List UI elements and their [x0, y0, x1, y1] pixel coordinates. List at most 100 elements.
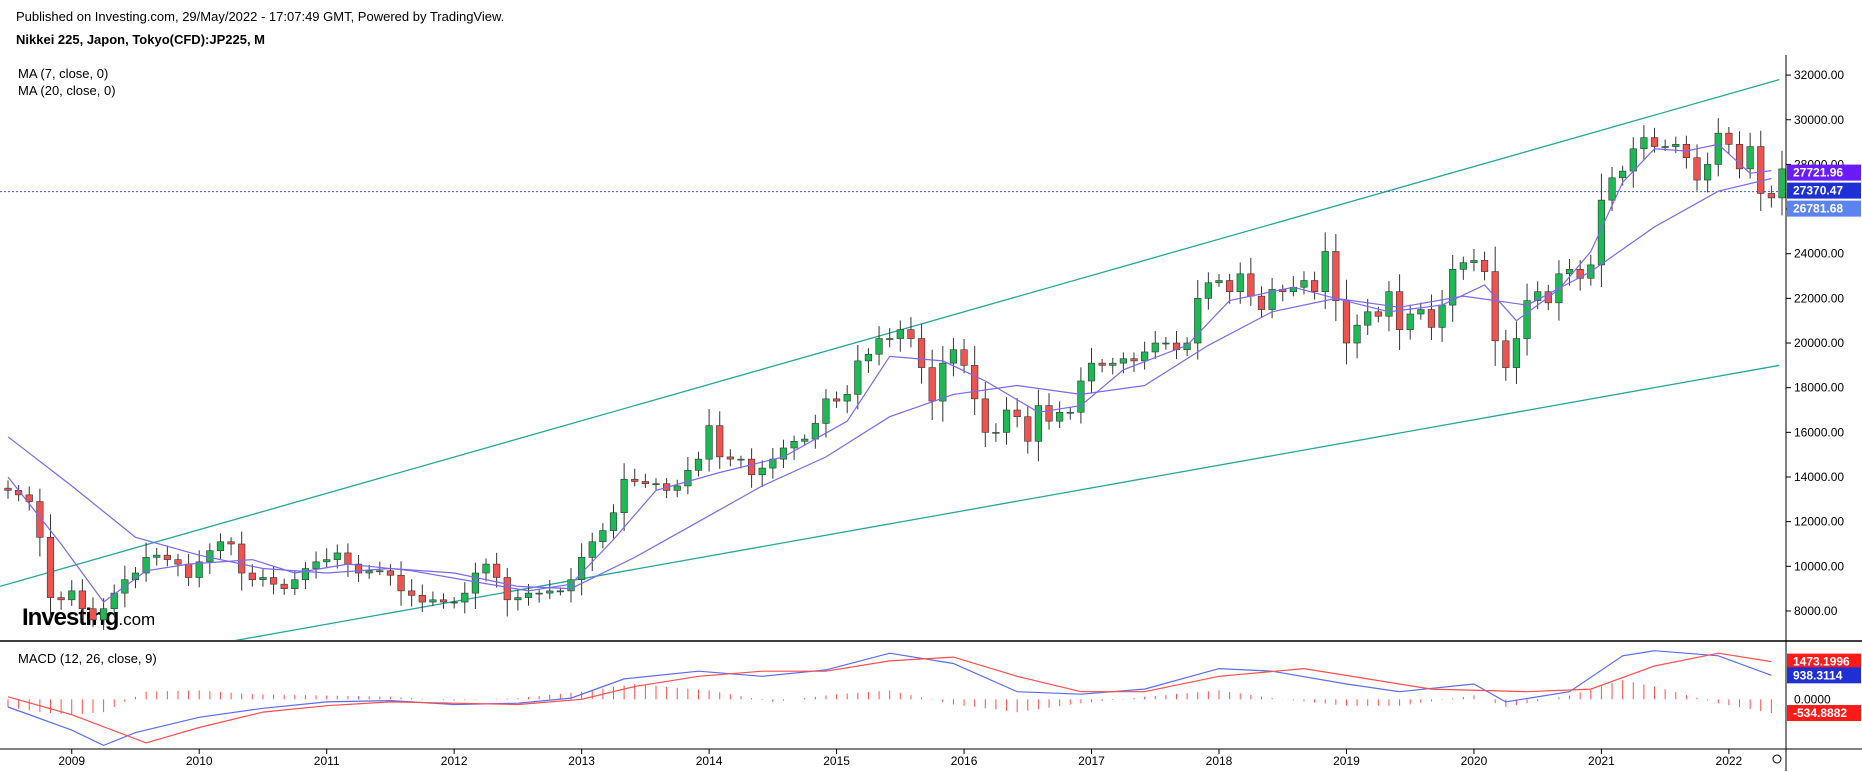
- candle-body[interactable]: [280, 583, 288, 589]
- candle-body[interactable]: [535, 592, 543, 595]
- candle-body[interactable]: [269, 577, 278, 585]
- candle-body[interactable]: [4, 487, 12, 491]
- candle-body[interactable]: [1162, 342, 1170, 345]
- candle-body[interactable]: [886, 338, 894, 340]
- candle-body[interactable]: [482, 563, 490, 574]
- candle-body[interactable]: [1194, 298, 1202, 344]
- candle-body[interactable]: [174, 559, 182, 565]
- candle-body[interactable]: [301, 568, 310, 581]
- candle-body[interactable]: [1130, 358, 1138, 362]
- candle-body[interactable]: [1077, 380, 1085, 413]
- candle-body[interactable]: [981, 398, 989, 433]
- candle-body[interactable]: [790, 440, 798, 449]
- candle-body[interactable]: [1778, 168, 1786, 199]
- candle-body[interactable]: [822, 398, 830, 424]
- candle-body[interactable]: [747, 458, 756, 476]
- candle-body[interactable]: [1629, 148, 1637, 172]
- candle-body[interactable]: [779, 447, 788, 460]
- candle-body[interactable]: [1406, 313, 1414, 330]
- candle-body[interactable]: [1693, 157, 1701, 181]
- candle-body[interactable]: [1098, 362, 1106, 366]
- candle-body[interactable]: [1300, 280, 1308, 288]
- candle-body[interactable]: [514, 597, 522, 601]
- candle-body[interactable]: [1109, 362, 1117, 366]
- candle-body[interactable]: [641, 481, 649, 485]
- candle-body[interactable]: [673, 485, 681, 491]
- candle-body[interactable]: [1438, 304, 1446, 328]
- candle-body[interactable]: [1119, 358, 1127, 364]
- candle-body[interactable]: [737, 458, 745, 461]
- candle-body[interactable]: [1714, 132, 1722, 165]
- candle-body[interactable]: [1534, 291, 1542, 301]
- candle-body[interactable]: [896, 329, 904, 339]
- candle-body[interactable]: [1502, 340, 1510, 368]
- candle-body[interactable]: [960, 349, 968, 366]
- candle-body[interactable]: [1374, 311, 1382, 317]
- candle-body[interactable]: [1385, 291, 1393, 317]
- candle-body[interactable]: [1576, 269, 1584, 279]
- candle-body[interactable]: [1672, 144, 1680, 147]
- ma7-legend[interactable]: MA (7, close, 0): [18, 66, 109, 81]
- candle-body[interactable]: [142, 557, 150, 574]
- candle-body[interactable]: [471, 572, 479, 594]
- candle-body[interactable]: [36, 501, 44, 538]
- candle-body[interactable]: [1512, 338, 1521, 368]
- candle-body[interactable]: [1268, 289, 1276, 310]
- candle-body[interactable]: [875, 338, 883, 355]
- candle-body[interactable]: [1002, 409, 1011, 433]
- candle-body[interactable]: [1459, 262, 1467, 270]
- candle-body[interactable]: [248, 572, 256, 581]
- candle-body[interactable]: [1141, 351, 1149, 362]
- candle-body[interactable]: [694, 458, 703, 471]
- candle-body[interactable]: [461, 592, 469, 603]
- candle-body[interactable]: [386, 570, 395, 576]
- candle-body[interactable]: [323, 559, 331, 563]
- candle-body[interactable]: [588, 541, 596, 558]
- candle-body[interactable]: [716, 425, 724, 458]
- candle-body[interactable]: [992, 432, 1000, 434]
- candle-body[interactable]: [1650, 137, 1659, 147]
- candle-body[interactable]: [546, 590, 554, 594]
- candle-body[interactable]: [68, 590, 76, 601]
- candle-body[interactable]: [365, 570, 373, 574]
- candle-body[interactable]: [78, 590, 86, 610]
- candle-body[interactable]: [1767, 193, 1775, 199]
- candle-body[interactable]: [1523, 300, 1531, 339]
- candle-body[interactable]: [1247, 273, 1255, 297]
- candle-body[interactable]: [1619, 170, 1627, 179]
- candle-body[interactable]: [238, 543, 246, 574]
- candle-body[interactable]: [1013, 409, 1021, 418]
- candle-body[interactable]: [1480, 260, 1489, 272]
- candle-body[interactable]: [917, 338, 926, 368]
- ma20-legend[interactable]: MA (20, close, 0): [18, 83, 116, 98]
- candle-body[interactable]: [652, 483, 660, 486]
- candle-body[interactable]: [1427, 309, 1436, 328]
- candle-body[interactable]: [1087, 362, 1096, 382]
- settings-icon[interactable]: [1772, 754, 1782, 764]
- candle-body[interactable]: [25, 494, 33, 502]
- candle-body[interactable]: [556, 590, 564, 593]
- candle-body[interactable]: [811, 423, 819, 440]
- candle-body[interactable]: [1491, 271, 1499, 342]
- candle-body[interactable]: [684, 470, 692, 487]
- candle-body[interactable]: [1704, 164, 1712, 181]
- candle-body[interactable]: [1257, 295, 1266, 310]
- candle-body[interactable]: [726, 456, 734, 460]
- candle-body[interactable]: [1151, 342, 1159, 353]
- candle-body[interactable]: [1746, 146, 1754, 170]
- candle-body[interactable]: [312, 561, 320, 569]
- macd-legend[interactable]: MACD (12, 26, close, 9): [18, 651, 157, 666]
- candle-body[interactable]: [450, 601, 458, 604]
- candle-body[interactable]: [1353, 324, 1361, 344]
- candle-body[interactable]: [163, 554, 171, 560]
- candle-body[interactable]: [195, 561, 203, 578]
- candle-body[interactable]: [227, 541, 235, 545]
- candle-body[interactable]: [854, 360, 862, 395]
- candle-body[interactable]: [1321, 251, 1329, 292]
- candle-body[interactable]: [1757, 146, 1765, 194]
- candle-body[interactable]: [843, 394, 851, 402]
- candle-body[interactable]: [46, 536, 55, 598]
- candle-body[interactable]: [1024, 416, 1032, 442]
- candle-body[interactable]: [1661, 146, 1669, 148]
